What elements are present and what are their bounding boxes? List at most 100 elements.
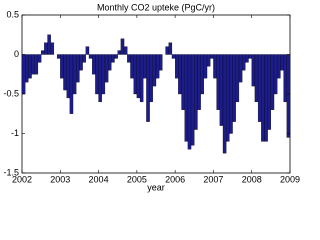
bar [95,54,99,95]
bar [197,54,201,110]
x-tick-label: 2002 [12,174,32,184]
bar [187,54,192,150]
bar [174,54,179,79]
bar [139,54,144,103]
y-tick-label: 0 [14,49,19,59]
bar [235,54,240,103]
bar [149,54,153,103]
bar [107,54,112,71]
bar [286,54,291,138]
bar [34,54,39,75]
bar [143,54,147,79]
bar [155,54,160,79]
bar [88,54,93,59]
bar [85,46,90,55]
bar [117,50,122,55]
bar [277,54,281,79]
bar [136,54,141,99]
y-tick-label: -1 [11,128,19,138]
bar [171,54,176,59]
bar [168,42,173,55]
x-tick-label: 2007 [203,174,223,184]
bar [280,54,284,71]
x-tick-label: 2005 [127,174,147,184]
bar [283,54,287,103]
bar [267,54,272,130]
bar [56,54,61,59]
y-tick-label: 0.5 [6,9,19,19]
bar [79,54,83,71]
bar [270,54,275,110]
bar [37,54,42,63]
bar [130,54,134,79]
bar [178,54,182,95]
bar [50,42,55,55]
bar [47,34,51,55]
bar [194,54,198,130]
bar [69,54,74,114]
bar [63,54,67,91]
bar [25,54,29,83]
bar [232,54,236,122]
bar [92,54,96,75]
x-tick-label: 2008 [242,174,262,184]
bar [146,54,150,122]
bar [114,54,118,59]
bar [60,54,64,79]
bar [248,54,252,59]
bar [152,54,157,87]
bar [203,54,208,79]
bar [245,54,249,63]
bar [226,54,230,142]
bar [101,54,106,95]
bar [40,50,45,55]
bar [159,54,163,71]
x-axis-label: year [147,182,165,192]
bar [120,38,125,55]
bar [165,46,169,55]
bar [251,54,256,87]
chart-title: Monthly CO2 upteke (PgC/yr) [97,2,215,12]
y-tick-label: -1.5 [3,167,19,177]
bar [21,54,26,95]
x-tick-label: 2009 [280,174,300,184]
bar [241,54,246,71]
plot-frame [21,14,291,174]
bar [66,54,71,99]
bar [111,54,115,63]
bar [98,54,102,103]
bar [28,54,32,79]
bar [210,54,214,59]
bar [273,54,278,95]
bar [190,54,195,146]
bar [127,54,131,63]
x-tick-label: 2006 [165,174,185,184]
bar [229,54,233,134]
bar [72,54,77,95]
bar [200,54,205,95]
x-tick-label: 2003 [50,174,70,184]
bar [254,54,259,103]
bar [184,54,189,142]
bar [181,54,185,110]
bar [76,54,80,83]
bar [82,54,86,63]
bar [104,54,109,83]
page: {"chart_data": {"type": "bar", "title": … [3,2,300,193]
bar [123,46,128,55]
bar [213,54,217,79]
bar [219,54,224,126]
bar [222,54,227,154]
bar [206,54,211,67]
bar [261,54,265,142]
bar [238,54,243,83]
chart: Monthly CO2 upteke (PgC/yr) year -1.5 -1 -… [3,2,300,192]
bar [257,54,262,122]
bar [216,54,220,110]
bar [264,54,268,142]
bar [44,42,48,55]
bar [31,54,35,75]
bar [133,54,138,95]
x-tick-label: 2004 [89,174,109,184]
y-tick-label: -0.5 [3,88,19,98]
